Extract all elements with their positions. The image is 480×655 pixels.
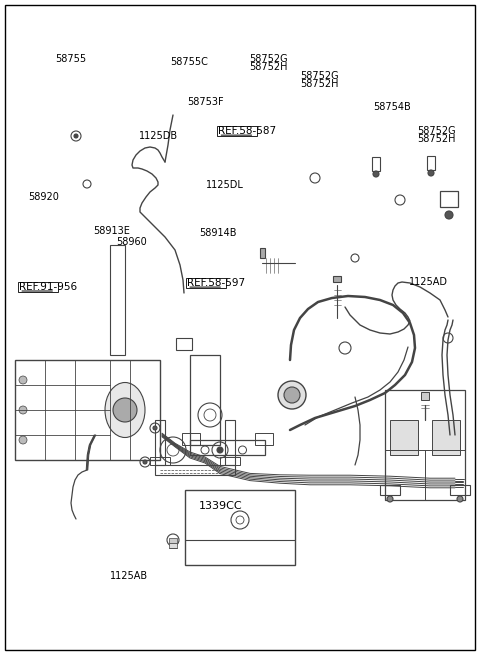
Ellipse shape xyxy=(105,383,145,438)
Bar xyxy=(182,433,200,445)
Text: 58920: 58920 xyxy=(28,191,59,202)
Text: REF.91-956: REF.91-956 xyxy=(19,282,77,292)
Bar xyxy=(15,360,160,460)
Bar xyxy=(390,420,418,455)
Circle shape xyxy=(19,406,27,414)
Circle shape xyxy=(284,387,300,403)
Text: 58755: 58755 xyxy=(55,54,86,64)
Bar xyxy=(432,420,460,455)
Text: 58752G: 58752G xyxy=(418,126,456,136)
Text: 58754B: 58754B xyxy=(373,102,411,113)
Circle shape xyxy=(153,426,157,430)
Bar xyxy=(220,457,240,465)
Text: 1125AD: 1125AD xyxy=(409,276,448,287)
Text: 58752H: 58752H xyxy=(300,79,338,89)
Ellipse shape xyxy=(278,381,306,409)
Text: 1339CC: 1339CC xyxy=(199,500,243,511)
Bar xyxy=(169,543,177,548)
Text: 1125DL: 1125DL xyxy=(206,179,244,190)
Text: 58752H: 58752H xyxy=(418,134,456,144)
Bar xyxy=(176,338,192,350)
Bar xyxy=(440,191,458,207)
Text: 58752H: 58752H xyxy=(250,62,288,72)
Bar xyxy=(385,390,465,500)
Circle shape xyxy=(387,496,393,502)
Text: 58755C: 58755C xyxy=(170,57,208,67)
Bar xyxy=(110,245,125,355)
Bar xyxy=(255,433,273,445)
Circle shape xyxy=(445,211,453,219)
Bar xyxy=(260,248,265,258)
Text: 58914B: 58914B xyxy=(199,227,237,238)
Circle shape xyxy=(74,134,78,138)
Text: 58752G: 58752G xyxy=(300,71,338,81)
Text: REF.58-597: REF.58-597 xyxy=(187,278,245,288)
Circle shape xyxy=(19,436,27,444)
Bar xyxy=(190,355,220,445)
Bar xyxy=(150,457,170,465)
Text: 58752G: 58752G xyxy=(250,54,288,64)
Bar xyxy=(190,440,265,455)
Bar xyxy=(185,490,295,565)
Circle shape xyxy=(373,171,379,177)
Text: 1125DB: 1125DB xyxy=(139,130,179,141)
Bar xyxy=(186,278,226,288)
Text: REF.58-587: REF.58-587 xyxy=(218,126,276,136)
Circle shape xyxy=(143,460,147,464)
Bar xyxy=(217,126,257,136)
Bar xyxy=(372,157,380,171)
Circle shape xyxy=(428,170,434,176)
Bar xyxy=(18,282,58,292)
Bar xyxy=(155,420,165,465)
Circle shape xyxy=(217,447,223,453)
Bar xyxy=(450,485,470,495)
Bar xyxy=(421,392,429,400)
Bar xyxy=(225,420,235,465)
Text: 58960: 58960 xyxy=(117,237,147,248)
Bar xyxy=(380,485,400,495)
Circle shape xyxy=(457,496,463,502)
Text: 58753F: 58753F xyxy=(187,96,224,107)
Bar xyxy=(169,538,177,543)
Bar xyxy=(333,276,341,282)
Bar xyxy=(427,156,435,170)
Circle shape xyxy=(19,376,27,384)
Text: 1125AB: 1125AB xyxy=(110,571,148,582)
Text: 58913E: 58913E xyxy=(94,225,131,236)
Circle shape xyxy=(113,398,137,422)
Bar xyxy=(155,465,235,475)
